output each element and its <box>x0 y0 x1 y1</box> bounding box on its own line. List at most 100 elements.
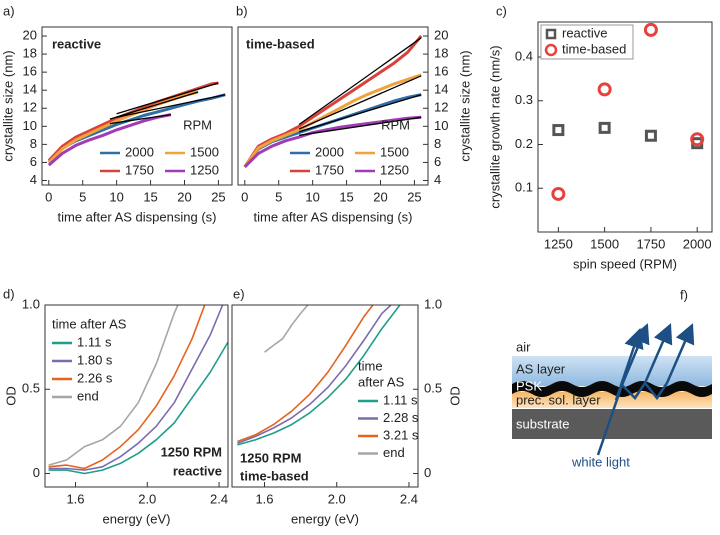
y-axis-label: OD <box>447 386 462 406</box>
data-line <box>243 115 422 168</box>
chart-panel: e) 1.6 2.0 2.4 0 0.5 1.0 energy (eV) OD 1250 RPM t… <box>231 286 462 526</box>
legend-label: end <box>383 445 405 460</box>
diagram-panel: f) air AS layer PSK prec. sol. layer sub… <box>512 287 712 469</box>
legend-label: 1500 <box>380 144 409 159</box>
legend-box <box>540 24 634 60</box>
y-tick-label: 0.2 <box>515 136 533 151</box>
panel-label: b) <box>236 3 248 18</box>
panel-label: d) <box>3 286 15 301</box>
layer-label: prec. sol. layer <box>516 392 601 407</box>
y-tick-label: 0.1 <box>515 180 533 195</box>
chart-panel: b) 0 5 10 15 20 25 4 6 8 10 12 14 16 18 20 time after AS… <box>236 3 472 224</box>
x-axis-label: spin speed (RPM) <box>573 256 677 271</box>
legend-title: RPM <box>183 117 212 132</box>
x-tick-label: 2.0 <box>328 491 346 506</box>
data-line <box>237 305 392 444</box>
legend-label: 1750 <box>315 162 344 177</box>
x-tick-label: 10 <box>109 189 123 204</box>
x-tick-label: 15 <box>339 189 353 204</box>
y-axis-label: crystallite size (nm) <box>0 50 15 161</box>
panel-label: c) <box>496 3 507 18</box>
legend-label: 2.26 s <box>77 370 113 385</box>
y-tick-label: 16 <box>23 64 37 79</box>
x-tick-label: 0 <box>241 189 248 204</box>
chart-panel: a) 0 5 10 15 20 25 4 6 8 10 12 14 16 18 20 time after AS… <box>0 3 233 224</box>
chart-panel: d) 1.6 2.0 2.4 0 0.5 1.0 energy (eV) OD 1250 RPM r… <box>3 286 229 526</box>
y-tick-label: 1.0 <box>22 296 40 311</box>
legend-label: 1250 <box>190 162 219 177</box>
x-tick-label: 25 <box>407 189 421 204</box>
data-line <box>237 305 401 446</box>
marker <box>598 121 611 134</box>
light-rays <box>596 323 695 456</box>
y-tick-label: 0.3 <box>515 92 533 107</box>
data-line <box>243 73 422 168</box>
x-axis-label: energy (eV) <box>103 511 171 526</box>
legend-label: 2000 <box>125 144 154 159</box>
plot-area <box>47 81 226 167</box>
marker <box>643 22 658 37</box>
legend-label: 2.28 s <box>383 410 419 425</box>
x-tick-label: 1500 <box>590 236 619 251</box>
plot-area <box>48 305 228 475</box>
layer-label: substrate <box>516 416 569 431</box>
x-axis-label: energy (eV) <box>291 511 359 526</box>
legend-title: time <box>358 358 383 373</box>
y-tick-label: 0 <box>424 465 431 480</box>
legend-label: 1.80 s <box>77 352 113 367</box>
plot-area <box>551 22 705 201</box>
data-line <box>243 35 423 168</box>
y-tick-label: 6 <box>434 154 441 169</box>
legend-label: time-based <box>562 41 626 56</box>
data-line <box>48 305 206 470</box>
y-tick-label: 8 <box>30 136 37 151</box>
x-tick-label: 20 <box>373 189 387 204</box>
layer-label: AS layer <box>516 361 566 376</box>
y-tick-label: 0.4 <box>515 48 533 63</box>
annotation: reactive <box>173 463 222 478</box>
fit-line <box>116 82 219 115</box>
x-axis-label: time after AS dispensing (s) <box>58 209 217 224</box>
y-tick-label: 4 <box>434 172 441 187</box>
marker <box>690 132 705 147</box>
legend-label: 1750 <box>125 162 154 177</box>
y-tick-label: 6 <box>30 154 37 169</box>
layer-label: air <box>516 339 531 354</box>
plot-frame <box>537 21 713 233</box>
data-line <box>48 305 179 466</box>
legend-marker <box>544 43 558 57</box>
x-axis-label: time after AS dispensing (s) <box>254 209 413 224</box>
y-tick-label: 16 <box>434 64 448 79</box>
x-tick-label: 1250 <box>544 236 573 251</box>
annotation: time-based <box>240 468 309 483</box>
plot-frame <box>231 304 419 488</box>
plot-area <box>243 35 423 168</box>
plot-frame <box>44 304 229 488</box>
marker <box>552 124 565 137</box>
y-tick-label: 14 <box>434 82 448 97</box>
data-line <box>237 305 374 443</box>
x-tick-label: 1.6 <box>66 491 84 506</box>
x-tick-label: 0 <box>45 189 52 204</box>
legend-label: 1250 <box>380 162 409 177</box>
x-tick-label: 20 <box>177 189 191 204</box>
plot-frame <box>237 26 429 186</box>
legend-label: 2000 <box>315 144 344 159</box>
y-tick-label: 12 <box>23 100 37 115</box>
fit-line <box>298 75 422 130</box>
chart-panel: c) 1250 1500 1750 2000 0.1 0.2 0.3 0.4 spin speed… <box>487 3 713 271</box>
data-line <box>47 113 172 167</box>
annotation: time-based <box>246 36 315 51</box>
x-tick-label: 1750 <box>636 236 665 251</box>
annotation: 1250 RPM <box>240 450 301 465</box>
legend-label: 1.11 s <box>383 392 418 407</box>
as-layer <box>512 356 712 386</box>
data-line <box>48 341 228 475</box>
y-tick-label: 18 <box>23 46 37 61</box>
y-tick-label: 14 <box>23 82 37 97</box>
legend-title: RPM <box>381 117 410 132</box>
y-axis-label: crystallite size (nm) <box>457 50 472 161</box>
y-tick-label: 0.5 <box>22 381 40 396</box>
x-tick-label: 2.4 <box>210 491 228 506</box>
